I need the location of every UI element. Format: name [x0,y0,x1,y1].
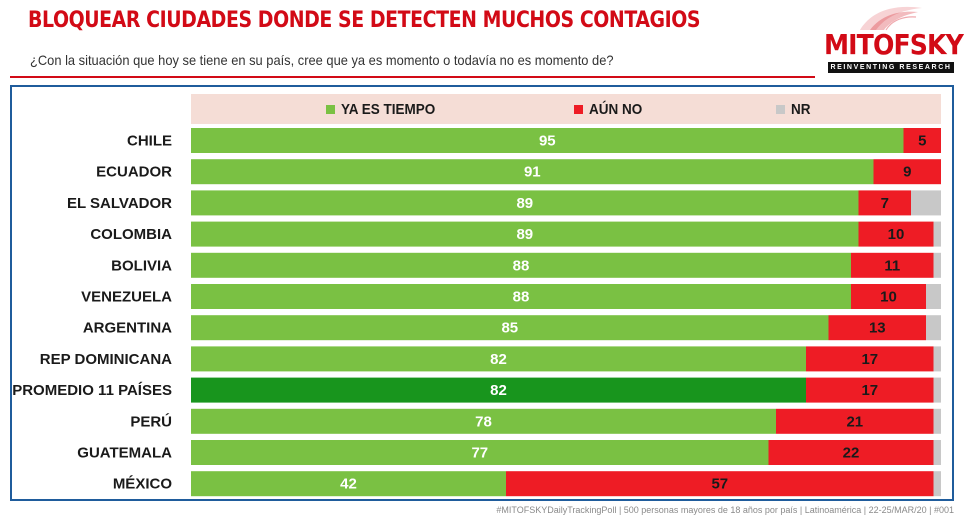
bar-aun-no-peru [776,408,934,434]
bar-nr-mexico [933,471,941,497]
bar-ya-es-tiempo-colombia [191,221,859,247]
category-label-promedio-11-paises: PROMEDIO 11 PAÍSES [12,382,172,399]
bar-ya-es-tiempo-rep-dominicana [191,346,806,372]
legend-band [191,94,941,124]
bar-ya-es-tiempo-peru [191,408,776,434]
bar-aun-no-venezuela [851,284,926,309]
value-label-aun-no-el-salvador: 7 [881,195,889,212]
legend-label-aun-no: AÚN NO [589,100,643,118]
legend-swatch-ya-es-tiempo [326,104,335,114]
legend-item-aun-no: AÚN NO [574,100,648,118]
value-label-ya-es-tiempo-mexico: 42 [340,476,357,493]
mitofsky-logo: MITOFSKY REINVENTING RESEARCH [818,4,964,76]
value-label-aun-no-venezuela: 10 [880,289,897,306]
value-label-ya-es-tiempo-chile: 95 [539,133,556,150]
bar-nr-colombia [933,221,941,247]
bar-nr-peru [933,408,941,434]
value-label-ya-es-tiempo-argentina: 85 [501,320,518,337]
category-label-bolivia: BOLIVIA [111,257,172,274]
bar-aun-no-promedio-11-paises [806,377,934,403]
legend-item-ya-es-tiempo: YA ES TIEMPO [326,100,446,118]
value-label-ya-es-tiempo-bolivia: 88 [513,257,530,274]
value-label-ya-es-tiempo-el-salvador: 89 [516,195,533,212]
value-label-aun-no-guatemala: 22 [843,445,860,462]
bar-aun-no-chile [903,128,941,153]
bar-ya-es-tiempo-venezuela [191,284,851,309]
bar-ya-es-tiempo-bolivia [191,252,851,278]
bar-aun-no-bolivia [851,252,934,278]
bar-nr-el-salvador [911,190,941,216]
logo-wordmark: MITOFSKY [824,28,964,61]
page-title: BLOQUEAR CIUDADES DONDE SE DETECTEN MUCH… [28,8,701,33]
bar-ya-es-tiempo-promedio-11-paises [191,377,806,403]
bar-nr-guatemala [933,440,941,465]
bar-aun-no-mexico [506,471,934,497]
category-label-peru: PERÚ [130,412,172,430]
value-label-aun-no-rep-dominicana: 17 [861,351,878,368]
bar-nr-argentina [926,315,941,341]
value-label-aun-no-mexico: 57 [711,476,728,493]
bar-nr-bolivia [933,252,941,278]
bar-ya-es-tiempo-argentina [191,315,829,341]
value-label-aun-no-promedio-11-paises: 17 [861,382,878,399]
value-label-ya-es-tiempo-guatemala: 77 [471,445,488,462]
category-label-el-salvador: EL SALVADOR [67,195,172,212]
legend-item-nr: NR [776,100,813,118]
chart-frame [10,85,954,501]
bar-ya-es-tiempo-mexico [191,471,506,497]
bar-aun-no-el-salvador [858,190,911,216]
header-divider [10,76,815,78]
bar-nr-rep-dominicana [933,346,941,372]
value-label-ya-es-tiempo-colombia: 89 [516,226,533,243]
legend-label-nr: NR [791,100,811,118]
value-label-aun-no-bolivia: 11 [884,257,900,274]
bar-ya-es-tiempo-el-salvador [191,190,859,216]
category-label-rep-dominicana: REP DOMINICANA [40,351,172,368]
category-label-guatemala: GUATEMALA [77,445,172,462]
bar-aun-no-ecuador [873,159,941,185]
value-label-aun-no-chile: 5 [918,133,926,150]
value-label-ya-es-tiempo-rep-dominicana: 82 [490,351,507,368]
value-label-ya-es-tiempo-promedio-11-paises: 82 [490,382,507,399]
category-label-venezuela: VENEZUELA [81,289,172,306]
bar-aun-no-guatemala [768,440,934,465]
bar-aun-no-rep-dominicana [806,346,934,372]
value-label-ya-es-tiempo-peru: 78 [475,413,492,430]
category-label-colombia: COLOMBIA [90,226,172,243]
bar-ya-es-tiempo-ecuador [191,159,874,185]
legend-label-ya-es-tiempo: YA ES TIEMPO [341,100,436,118]
bar-nr-venezuela [926,284,941,309]
category-label-chile: CHILE [127,133,172,150]
bar-aun-no-colombia [858,221,934,247]
bar-nr-promedio-11-paises [933,377,941,403]
bar-ya-es-tiempo-chile [191,128,904,153]
legend-swatch-aun-no [574,104,583,114]
legend-swatch-nr [776,104,785,114]
category-label-argentina: ARGENTINA [83,320,172,337]
logo-tagline: REINVENTING RESEARCH [828,62,954,73]
category-label-ecuador: ECUADOR [96,164,172,181]
value-label-aun-no-argentina: 13 [869,320,886,337]
value-label-aun-no-colombia: 10 [888,226,905,243]
value-label-ya-es-tiempo-ecuador: 91 [524,164,541,181]
survey-question: ¿Con la situación que hoy se tiene en su… [30,52,614,68]
eagle-swoosh-icon [860,6,922,31]
bar-aun-no-argentina [828,315,926,341]
value-label-ya-es-tiempo-venezuela: 88 [513,289,530,306]
value-label-aun-no-ecuador: 9 [903,164,911,181]
bar-ya-es-tiempo-guatemala [191,440,769,465]
category-label-mexico: MÉXICO [113,476,173,493]
value-label-aun-no-peru: 21 [846,413,863,430]
footer-note: #MITOFSKYDailyTrackingPoll | 500 persona… [496,505,954,515]
